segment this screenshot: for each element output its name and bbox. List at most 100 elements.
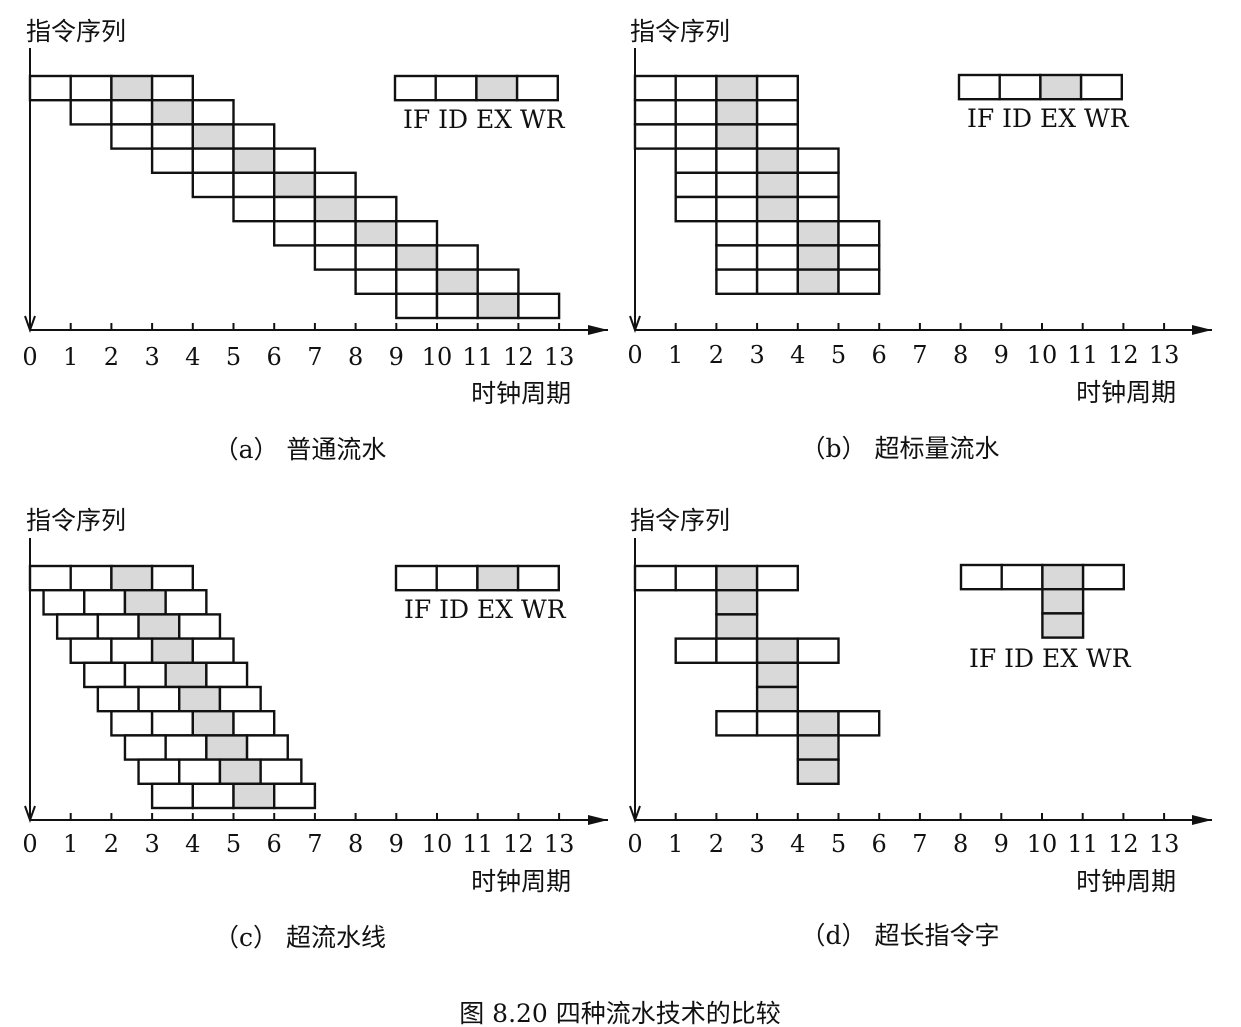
instruction-stage-if (110, 123, 154, 150)
instruction-stage-ex (715, 564, 759, 592)
instruction-stage-id (435, 292, 479, 320)
instruction-stage-if (633, 98, 677, 126)
x-tick-label: 3 (144, 343, 159, 371)
x-axis-unit-label: 时钟周期 (471, 379, 571, 408)
x-axis-arrow (588, 325, 608, 335)
x-tick-label: 1 (63, 830, 78, 858)
instruction-stage-wr (354, 195, 398, 223)
instruction-stage-if (715, 244, 759, 271)
instruction-stage-if (150, 782, 195, 810)
instruction-stage-id (96, 613, 140, 640)
x-axis-unit-label: 时钟周期 (471, 867, 571, 896)
instruction-stage-ex (755, 637, 799, 664)
instruction-stage-wr (796, 147, 840, 175)
instruction-stage-ex (715, 589, 759, 616)
legend-cell-wr (1081, 563, 1125, 591)
x-tick-label: 8 (348, 343, 363, 371)
legend-cell-ex (1041, 563, 1085, 591)
instruction-stage-wr (259, 758, 303, 785)
legend-cell-id (1000, 563, 1044, 591)
instruction-stage-ex (205, 734, 249, 761)
x-tick-label: 0 (22, 343, 37, 371)
instruction-stage-if (395, 292, 439, 320)
instruction-stage-wr (232, 710, 276, 737)
x-tick-label: 13 (1149, 830, 1180, 858)
instruction-stage-if (69, 637, 113, 664)
x-tick-label: 7 (307, 830, 322, 858)
x-axis-arrow (1192, 325, 1212, 335)
x-tick-label: 0 (627, 341, 642, 369)
instruction-stage-wr (178, 613, 222, 640)
instruction-stage-if (55, 613, 100, 640)
legend-cell-ex (476, 564, 520, 592)
instruction-stage-id (755, 268, 799, 296)
instruction-stage-id (755, 219, 799, 247)
x-tick-label: 11 (462, 830, 493, 858)
legend-cell-if (393, 74, 437, 102)
instruction-stage-id (150, 123, 195, 150)
instruction-stage-wr (755, 564, 799, 592)
instruction-stage-wr (837, 244, 881, 271)
x-tick-label: 5 (831, 341, 846, 369)
instruction-stage-if (715, 268, 759, 296)
x-tick-label: 1 (668, 830, 683, 858)
instruction-stage-if (83, 661, 127, 689)
instruction-stage-ex (354, 219, 398, 247)
x-tick-label: 4 (790, 830, 805, 858)
instruction-stage-ex (232, 147, 276, 175)
instruction-stage-wr (313, 171, 357, 199)
y-axis-label: 指令序列 (630, 506, 730, 535)
x-tick-label: 13 (544, 343, 575, 371)
instruction-stage-if (715, 219, 759, 247)
x-tick-label: 4 (790, 341, 805, 369)
legend-cell-wr (515, 74, 559, 102)
instruction-stage-wr (273, 782, 317, 810)
instruction-stage-ex (273, 171, 317, 199)
instruction-stage-ex (191, 710, 235, 737)
x-tick-label: 2 (709, 830, 724, 858)
instruction-stage-id (69, 74, 113, 102)
instruction-stage-wr (837, 710, 881, 737)
x-tick-label: 8 (348, 830, 363, 858)
x-tick-label: 12 (1108, 830, 1139, 858)
instruction-stage-ex (715, 613, 759, 640)
x-tick-label: 6 (267, 830, 282, 858)
instruction-stage-ex (755, 685, 799, 713)
y-axis-label: 指令序列 (26, 17, 126, 46)
instruction-stage-id (674, 123, 718, 150)
instruction-stage-wr (245, 734, 289, 761)
panel-caption: （a） 普通流水 (214, 435, 387, 464)
legend-cell-if (957, 73, 1001, 101)
x-tick-label: 7 (307, 343, 322, 371)
instruction-stage-if (123, 734, 167, 761)
x-tick-label: 2 (104, 830, 119, 858)
instruction-stage-wr (232, 123, 276, 150)
instruction-stage-id (191, 782, 235, 810)
instruction-stage-wr (191, 98, 235, 126)
instruction-stage-id (715, 637, 759, 664)
instruction-stage-if (96, 685, 140, 713)
instruction-stage-if (137, 758, 181, 785)
legend-cell-ex-extra (1041, 612, 1085, 639)
legend-cell-id (434, 74, 478, 102)
x-tick-label: 3 (749, 341, 764, 369)
instruction-stage-wr (395, 219, 439, 247)
instruction-stage-if (354, 268, 398, 296)
x-tick-label: 3 (144, 830, 159, 858)
instruction-stage-wr (755, 123, 799, 150)
x-tick-label: 9 (389, 343, 404, 371)
instruction-stage-wr (164, 589, 208, 616)
x-axis-arrow (588, 815, 608, 825)
legend-cell-wr (516, 564, 560, 592)
instruction-stage-id (395, 268, 439, 296)
instruction-stage-ex (476, 292, 520, 320)
instruction-stage-ex (137, 613, 181, 640)
panel-caption: （b） 超标量流水 (801, 434, 1000, 463)
instruction-stage-ex (796, 244, 840, 271)
legend-cell-if (394, 564, 438, 592)
x-tick-label: 5 (226, 343, 241, 371)
x-axis-unit-label: 时钟周期 (1076, 867, 1176, 896)
x-tick-label: 9 (994, 830, 1009, 858)
instruction-stage-id (123, 661, 167, 689)
